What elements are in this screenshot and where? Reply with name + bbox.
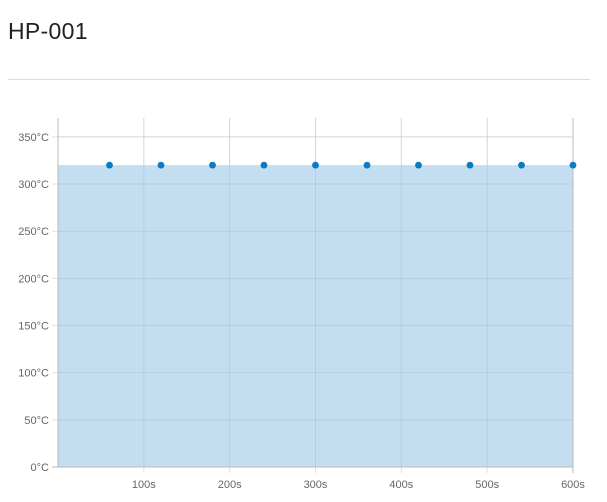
data-point [415, 161, 422, 169]
y-tick-label: 150°C [18, 321, 49, 333]
data-point [363, 161, 371, 169]
y-tick-label: 350°C [18, 132, 49, 144]
x-tick-label: 100s [132, 479, 156, 491]
x-tick-label: 300s [304, 479, 328, 491]
points-layer [106, 161, 577, 169]
labels-layer: 0°C 50°C 100°C 150°C 200°C 250°C 300°C 350°C 100… [18, 132, 585, 491]
data-point [260, 161, 268, 169]
header-divider [8, 79, 590, 80]
series-area [58, 165, 573, 467]
x-tick-label: 600s [561, 479, 585, 491]
x-tick-label: 500s [475, 479, 499, 491]
page-title: HP-001 [8, 18, 88, 44]
chart-svg: 0°C 50°C 100°C 150°C 200°C 250°C 300°C 350°C 100… [18, 118, 585, 491]
y-tick-label: 200°C [18, 273, 49, 285]
data-point [312, 161, 319, 169]
axis-layer [52, 118, 574, 473]
area-layer [58, 118, 574, 468]
data-point [569, 161, 577, 169]
data-point [106, 161, 113, 169]
temperature-chart: 0°C 50°C 100°C 150°C 200°C 250°C 300°C 350°C 100… [0, 100, 607, 502]
x-tick-label: 400s [389, 479, 413, 491]
y-tick-label: 250°C [18, 226, 49, 238]
y-tick-label: 100°C [18, 368, 49, 380]
y-tick-label: 0°C [31, 462, 50, 474]
x-tick-label: 200s [218, 479, 242, 491]
data-point [466, 161, 474, 169]
data-point [157, 161, 165, 169]
y-tick-label: 50°C [24, 415, 49, 427]
data-point [209, 161, 216, 169]
data-point [518, 161, 525, 169]
y-tick-label: 300°C [18, 179, 49, 191]
